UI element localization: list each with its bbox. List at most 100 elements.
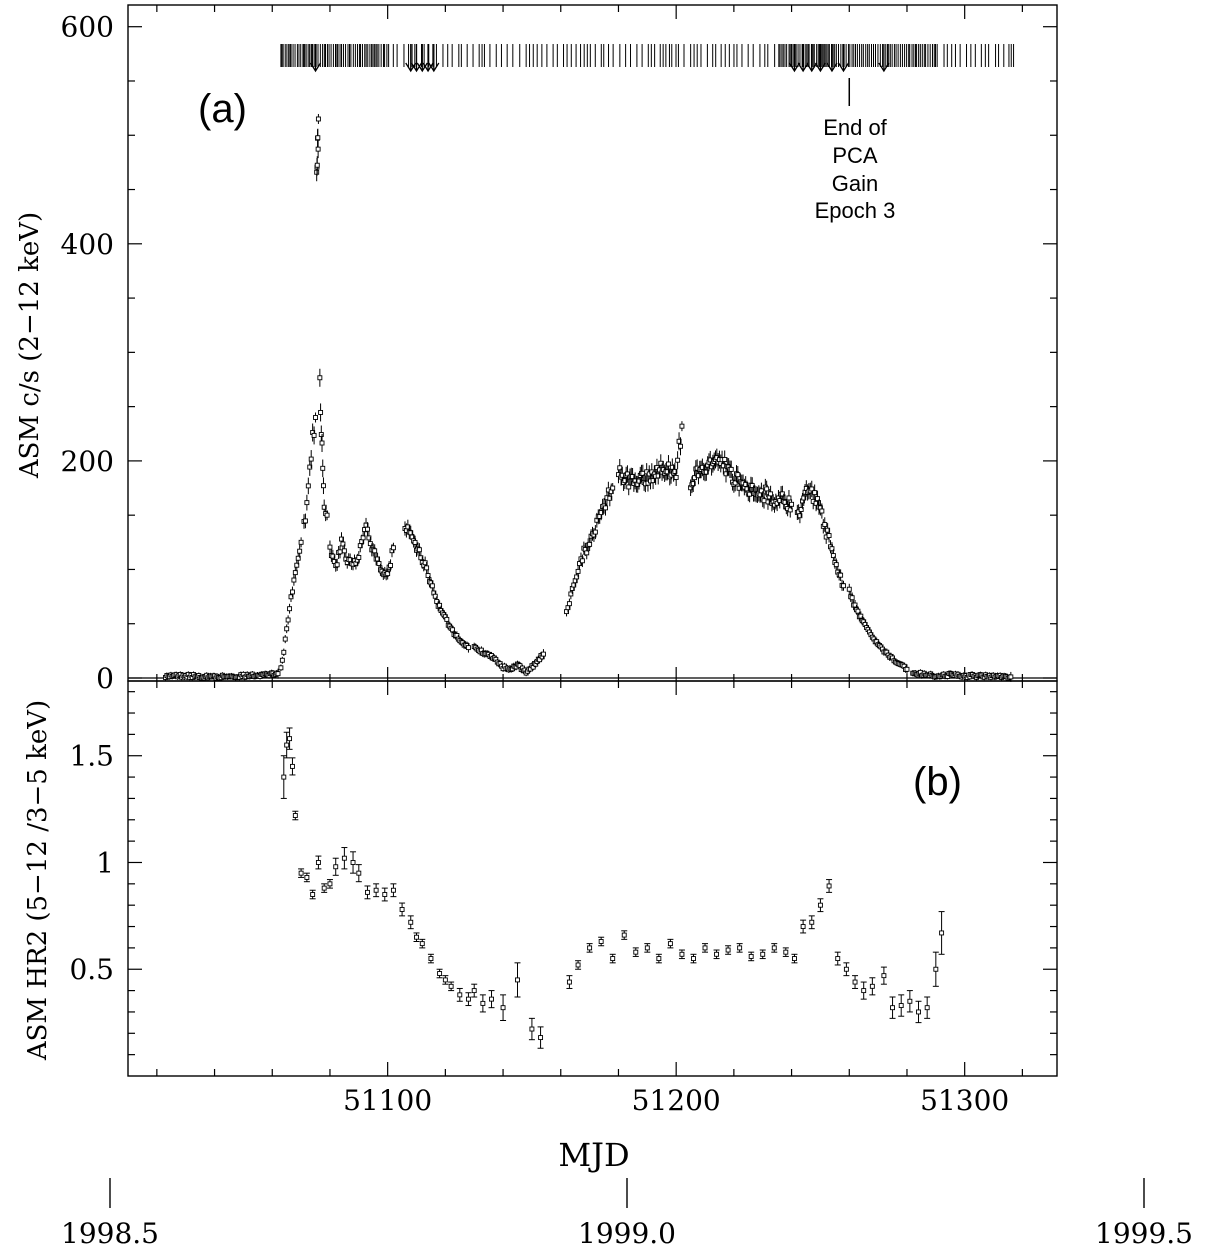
data-point-b xyxy=(783,949,789,955)
data-point-a xyxy=(429,583,435,589)
data-point-a xyxy=(390,545,396,551)
data-point-a xyxy=(321,504,327,510)
data-point-b xyxy=(281,774,287,780)
data-point-b xyxy=(800,924,806,929)
data-point-b xyxy=(737,945,743,951)
data-point-a xyxy=(801,495,807,501)
data-point-a xyxy=(849,595,855,601)
data-point-a xyxy=(290,589,295,595)
data-point-a xyxy=(819,508,825,514)
panel-b-frame xyxy=(127,680,1058,1077)
y-tick-label-a: 400 xyxy=(61,228,114,261)
data-point-a xyxy=(287,606,293,612)
panel-b-data xyxy=(280,727,945,1049)
data-point-a xyxy=(356,555,362,560)
data-point-a xyxy=(575,568,581,574)
data-point-a xyxy=(723,471,729,477)
data-point-a xyxy=(298,539,304,545)
data-point-b xyxy=(610,956,616,962)
data-point-b xyxy=(835,956,841,962)
data-point-a xyxy=(655,473,661,479)
observation-arrow-head xyxy=(422,62,434,73)
data-point-b xyxy=(287,736,293,742)
x-tick-label: 51200 xyxy=(632,1084,721,1117)
data-point-a xyxy=(904,666,910,672)
y-tick-label-a: 200 xyxy=(61,445,114,478)
data-point-a xyxy=(610,485,616,491)
data-point-a xyxy=(758,488,764,494)
data-point-b xyxy=(529,1026,535,1032)
data-point-a xyxy=(450,627,456,633)
data-point-b xyxy=(515,977,520,983)
data-point-b xyxy=(898,1003,904,1008)
data-point-a xyxy=(598,510,604,516)
data-point-a xyxy=(679,423,685,429)
data-point-b xyxy=(390,887,396,893)
data-point-b xyxy=(644,945,650,951)
data-point-a xyxy=(324,512,330,518)
data-point-a xyxy=(858,613,864,619)
data-point-b xyxy=(575,962,581,968)
data-point-b xyxy=(298,870,304,876)
data-point-a xyxy=(630,474,636,480)
data-point-a xyxy=(422,560,428,566)
data-point-a xyxy=(311,432,317,438)
data-point-a xyxy=(297,548,303,554)
observation-arrow-head xyxy=(826,62,838,73)
data-point-b xyxy=(489,996,494,1002)
data-point-b xyxy=(907,998,913,1004)
data-point-b xyxy=(448,983,454,989)
data-point-a xyxy=(761,498,767,504)
data-point-b xyxy=(869,983,875,989)
x-axis-label: MJD xyxy=(558,1136,629,1174)
panel-a-ticks: 0 200 400 600 xyxy=(61,5,1057,695)
data-point-a xyxy=(341,548,347,554)
data-point-b xyxy=(471,988,477,994)
data-point-b xyxy=(341,855,347,861)
data-point-b xyxy=(924,1005,930,1011)
annotation-line-2: PCA xyxy=(832,143,878,168)
data-point-a xyxy=(592,529,598,535)
data-point-b xyxy=(760,951,766,957)
data-point-a xyxy=(774,500,780,506)
data-point-a xyxy=(432,593,438,599)
y-tick-label-b: 1.5 xyxy=(69,740,114,773)
data-point-a xyxy=(307,464,313,470)
data-point-a xyxy=(622,478,628,484)
data-point-a xyxy=(305,483,311,489)
data-point-a xyxy=(735,472,741,478)
data-point-b xyxy=(771,945,777,951)
data-point-b xyxy=(667,941,673,947)
panel-b-ticks: 0.5 1 1.5 51100 51200 51300 xyxy=(69,681,1057,1117)
data-point-a xyxy=(852,602,858,608)
observation-arrow-head xyxy=(788,62,801,73)
data-point-a xyxy=(676,438,682,444)
data-point-a xyxy=(768,491,774,497)
data-point-b xyxy=(702,945,708,951)
data-point-a xyxy=(388,563,393,568)
data-point-a xyxy=(339,536,344,542)
data-point-a xyxy=(825,527,831,533)
data-point-b xyxy=(679,951,685,957)
observation-arrow-head xyxy=(814,62,826,73)
data-point-a xyxy=(846,586,852,592)
data-point-b xyxy=(933,966,939,972)
data-point-a xyxy=(672,468,678,474)
data-point-b xyxy=(890,1005,895,1011)
data-point-a xyxy=(786,495,792,501)
panel-b-label: (b) xyxy=(913,760,962,804)
observation-arrow-head xyxy=(405,62,417,73)
data-point-b xyxy=(399,907,405,912)
data-point-b xyxy=(292,813,298,818)
data-point-b xyxy=(566,979,572,985)
data-point-a xyxy=(465,645,471,651)
data-point-a xyxy=(284,626,290,632)
data-point-b xyxy=(500,1005,506,1011)
data-point-b xyxy=(428,956,434,962)
data-point-b xyxy=(437,971,443,976)
data-point-a xyxy=(437,602,443,608)
data-point-b xyxy=(621,932,627,938)
data-point-a xyxy=(365,526,370,532)
data-point-b xyxy=(480,1000,486,1006)
data-point-a xyxy=(584,550,590,556)
